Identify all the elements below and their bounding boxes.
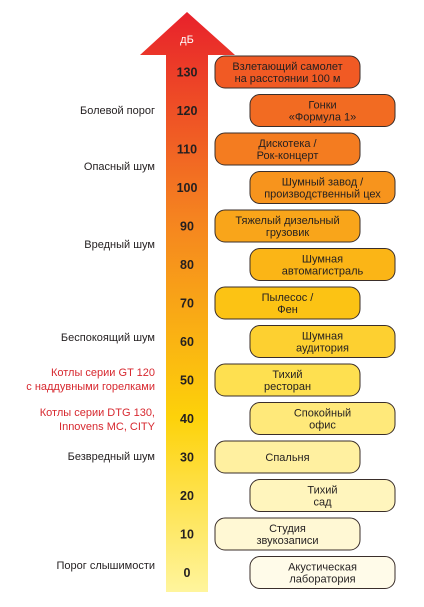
box-text: Дискотека /	[258, 138, 317, 150]
level-box	[249, 171, 396, 204]
level-value: 100	[177, 181, 198, 195]
side-label: Котлы серии GT 120	[51, 367, 155, 379]
box-text: производственный цех	[264, 188, 381, 200]
level-box	[214, 209, 361, 243]
side-label: Безвредный шум	[68, 451, 155, 463]
level-value: 120	[177, 104, 198, 118]
level-box	[214, 440, 361, 474]
box-text: Взлетающий самолет	[232, 61, 342, 73]
box-text: Спокойный	[294, 407, 351, 419]
side-label: Беспокоящий шум	[61, 332, 155, 344]
box-text: Акустическая	[288, 561, 357, 573]
level-box	[214, 55, 361, 89]
level-value: 60	[180, 335, 194, 349]
level-box	[249, 556, 396, 589]
box-text: звукозаписи	[257, 535, 319, 547]
level-value: 0	[184, 566, 191, 580]
level-box	[249, 402, 396, 435]
box-text: «Формула 1»	[289, 111, 357, 123]
level-value: 90	[180, 219, 194, 233]
box-text: Шумная	[302, 330, 343, 342]
level-value: 40	[180, 412, 194, 426]
box-text: лаборатория	[289, 573, 355, 585]
level-box	[214, 517, 361, 551]
box-text: ресторан	[264, 381, 311, 393]
box-text: Студия	[269, 523, 306, 535]
level-box	[249, 248, 396, 281]
side-label: Болевой порог	[80, 105, 155, 117]
box-text: Пылесос /	[262, 292, 315, 304]
box-text: Тяжелый дизельный	[235, 215, 339, 227]
box-text: автомагистраль	[282, 265, 364, 277]
side-label: Вредный шум	[84, 239, 155, 251]
level-box	[214, 286, 361, 320]
level-value: 50	[180, 373, 194, 387]
level-value: 30	[180, 450, 194, 464]
box-text: Шумная	[302, 253, 343, 265]
level-value: 10	[180, 527, 194, 541]
level-value: 70	[180, 296, 194, 310]
level-value: 130	[177, 65, 198, 79]
box-text: Тихий	[272, 369, 302, 381]
box-text: офис	[309, 419, 336, 431]
level-value: 80	[180, 258, 194, 272]
side-label: Порог слышимости	[57, 560, 155, 572]
box-text: Гонки	[308, 99, 336, 111]
box-text: на расстоянии 100 м	[235, 73, 341, 85]
box-text: Спальня	[265, 452, 309, 464]
box-text: Тихий	[307, 484, 337, 496]
box-text: аудитория	[296, 342, 349, 354]
level-value: 110	[177, 142, 197, 156]
level-box	[249, 479, 396, 512]
level-box	[214, 132, 361, 166]
level-value: 20	[180, 489, 194, 503]
box-text: Рок-концерт	[257, 150, 319, 162]
scale-arrow	[140, 12, 235, 592]
box-text: сад	[313, 496, 332, 508]
side-label: Innovens MC, CITY	[59, 421, 156, 433]
side-label: Опасный шум	[84, 161, 155, 173]
level-box	[249, 325, 396, 358]
unit: дБ	[180, 34, 194, 46]
side-label: с наддувными горелками	[26, 381, 155, 393]
box-text: Шумный завод /	[282, 176, 364, 188]
side-label: Котлы серии DTG 130,	[40, 407, 155, 419]
box-text: Фен	[277, 304, 298, 316]
box-text: грузовик	[266, 227, 310, 239]
level-box	[249, 94, 396, 127]
level-box	[214, 363, 361, 397]
